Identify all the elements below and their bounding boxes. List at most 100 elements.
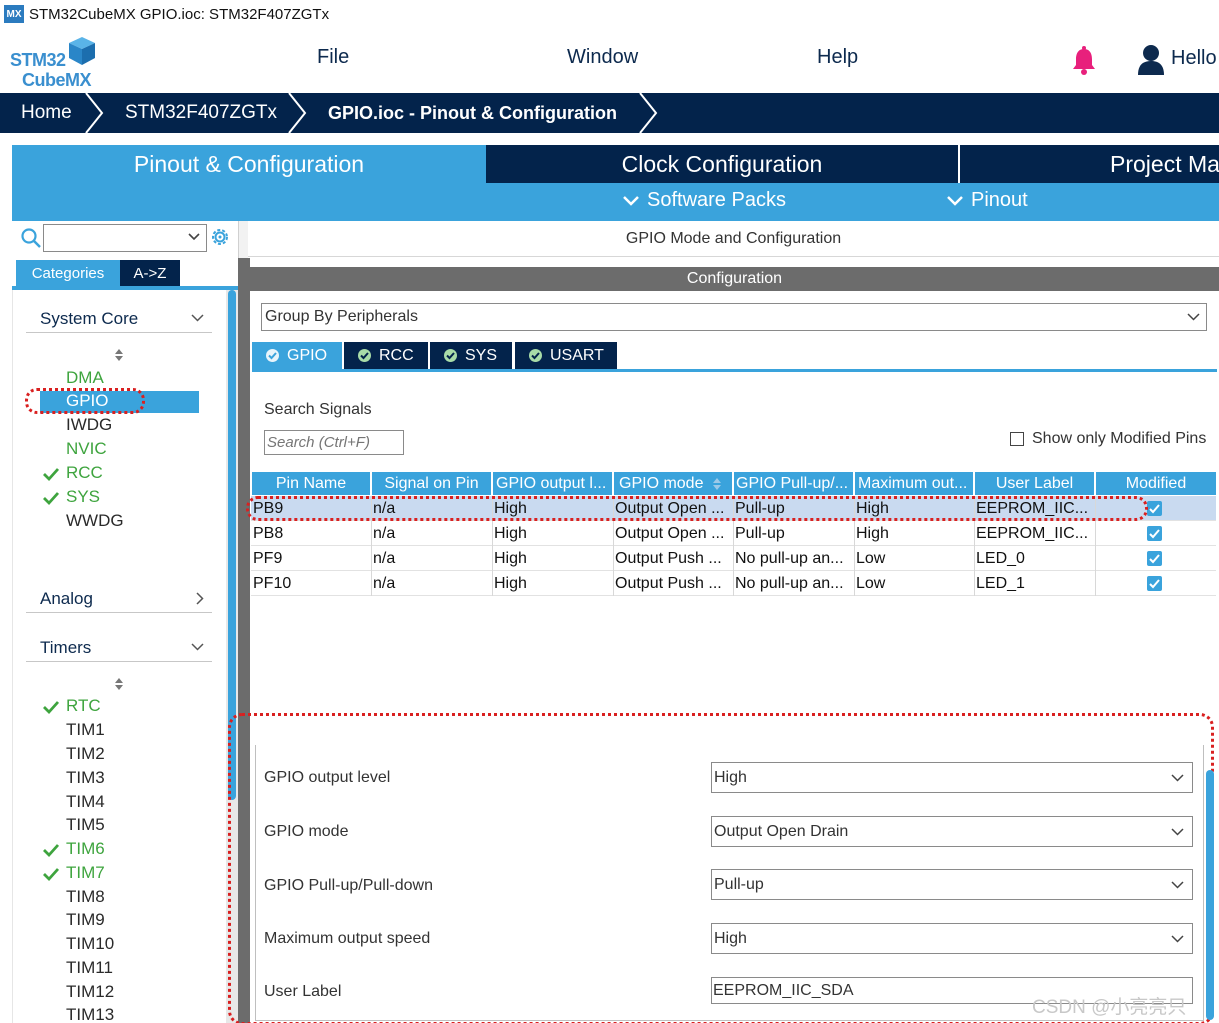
menu-help[interactable]: Help: [817, 46, 859, 68]
column-header-modified[interactable]: Modified: [1096, 472, 1216, 495]
column-header-signal[interactable]: Signal on Pin: [372, 472, 493, 495]
category-item-dma[interactable]: DMA: [66, 368, 104, 387]
output-level-cell[interactable]: High: [493, 496, 614, 521]
gpio-mode-cell[interactable]: Output Open ...: [614, 521, 734, 546]
column-header-pin-name[interactable]: Pin Name: [252, 472, 372, 495]
gear-icon[interactable]: [208, 225, 232, 249]
modified-checkbox[interactable]: [1147, 576, 1162, 591]
gpio-mode-cell[interactable]: Output Push ...: [614, 571, 734, 596]
category-item-tim7[interactable]: TIM7: [66, 863, 105, 882]
output-level-cell[interactable]: High: [493, 546, 614, 571]
category-item-wwdg[interactable]: WWDG: [66, 511, 124, 530]
column-header-pull[interactable]: GPIO Pull-up/...: [734, 472, 855, 495]
bell-icon[interactable]: [1070, 46, 1098, 76]
breadcrumb-home[interactable]: Home: [21, 102, 72, 123]
sort-icon[interactable]: [112, 677, 126, 691]
category-item-tim9[interactable]: TIM9: [66, 910, 105, 929]
pull-cell[interactable]: No pull-up an...: [734, 546, 855, 571]
category-item-sys[interactable]: SYS: [66, 487, 101, 506]
category-search-combobox[interactable]: [43, 224, 207, 252]
tab-project-manager[interactable]: Project Ma: [1110, 150, 1219, 177]
gpio-mode-cell[interactable]: Output Open ...: [614, 496, 734, 521]
show-modified-checkbox[interactable]: Show only Modified Pins: [1010, 430, 1206, 448]
category-item-rtc[interactable]: RTC: [66, 696, 101, 715]
column-header-user-label[interactable]: User Label: [975, 472, 1096, 495]
category-item-tim11[interactable]: TIM11: [66, 958, 113, 977]
signal-cell[interactable]: n/a: [372, 496, 493, 521]
sort-icon[interactable]: [112, 348, 126, 362]
pull-cell[interactable]: No pull-up an...: [734, 571, 855, 596]
output-level-cell[interactable]: High: [493, 571, 614, 596]
category-item-tim10[interactable]: TIM10: [66, 934, 115, 953]
category-item-tim5[interactable]: TIM5: [66, 815, 105, 834]
tab-gpio[interactable]: GPIO: [252, 342, 342, 369]
modified-checkbox[interactable]: [1147, 501, 1162, 516]
user-icon[interactable]: [1136, 44, 1166, 76]
user-label-input[interactable]: [711, 977, 1193, 1004]
pin-name-cell[interactable]: PB9: [252, 496, 372, 521]
search-icon[interactable]: [20, 227, 42, 249]
category-item-rcc[interactable]: RCC: [66, 463, 103, 482]
pin-name-cell[interactable]: PF9: [252, 546, 372, 571]
signal-cell[interactable]: n/a: [372, 521, 493, 546]
gpio-mode-cell[interactable]: Output Push ...: [614, 546, 734, 571]
signal-cell[interactable]: n/a: [372, 571, 493, 596]
scrollbar-thumb[interactable]: [228, 290, 236, 800]
modified-checkbox[interactable]: [1147, 526, 1162, 541]
group-by-select[interactable]: Group By Peripherals: [261, 303, 1207, 331]
menu-window[interactable]: Window: [567, 46, 639, 68]
gpio-mode-select[interactable]: Output Open Drain: [711, 816, 1193, 847]
user-greeting[interactable]: Hello: [1171, 47, 1217, 69]
signal-cell[interactable]: n/a: [372, 546, 493, 571]
tab-rcc[interactable]: RCC: [344, 342, 428, 369]
max-speed-cell[interactable]: High: [855, 521, 975, 546]
speed-select[interactable]: High: [711, 923, 1193, 954]
breadcrumb-device[interactable]: STM32F407ZGTx: [125, 102, 278, 123]
category-item-tim4[interactable]: TIM4: [66, 792, 105, 811]
output-level-select[interactable]: High: [711, 762, 1193, 793]
category-item-tim3[interactable]: TIM3: [66, 768, 105, 787]
section-system-core[interactable]: System Core: [26, 305, 212, 333]
pull-cell[interactable]: Pull-up: [734, 521, 855, 546]
column-header-max-speed[interactable]: Maximum out...: [855, 472, 975, 495]
tab-pinout-configuration[interactable]: Pinout & Configuration: [12, 145, 486, 183]
category-item-nvic[interactable]: NVIC: [66, 439, 107, 458]
breadcrumb-current[interactable]: GPIO.ioc - Pinout & Configuration: [328, 103, 617, 123]
tab-categories[interactable]: Categories: [16, 260, 120, 286]
column-header-gpio-mode[interactable]: GPIO mode: [614, 472, 734, 495]
max-speed-cell[interactable]: High: [855, 496, 975, 521]
detail-scrollbar[interactable]: [1206, 770, 1214, 1020]
tab-clock-configuration[interactable]: Clock Configuration: [486, 145, 960, 183]
category-item-gpio[interactable]: GPIO: [66, 391, 109, 410]
category-item-tim1[interactable]: TIM1: [66, 720, 105, 739]
tab-a-z[interactable]: A->Z: [120, 260, 180, 286]
output-level-cell[interactable]: High: [493, 521, 614, 546]
user-label-cell[interactable]: LED_1: [975, 571, 1096, 596]
pinout-menu[interactable]: Pinout: [947, 189, 1028, 212]
max-speed-cell[interactable]: Low: [855, 546, 975, 571]
software-packs-menu[interactable]: Software Packs: [623, 189, 786, 212]
category-item-tim8[interactable]: TIM8: [66, 887, 105, 906]
tab-usart[interactable]: USART: [515, 342, 617, 369]
modified-checkbox[interactable]: [1147, 551, 1162, 566]
pin-name-cell[interactable]: PF10: [252, 571, 372, 596]
pull-select[interactable]: Pull-up: [711, 869, 1193, 900]
category-item-tim6[interactable]: TIM6: [66, 839, 105, 858]
menu-file[interactable]: File: [317, 46, 350, 68]
category-item-iwdg[interactable]: IWDG: [66, 415, 113, 434]
category-item-tim13[interactable]: TIM13: [66, 1005, 115, 1023]
section-timers[interactable]: Timers: [26, 634, 212, 662]
category-item-tim12[interactable]: TIM12: [66, 982, 115, 1001]
max-speed-cell[interactable]: Low: [855, 571, 975, 596]
checkbox-box[interactable]: [1010, 432, 1024, 446]
pin-name-cell[interactable]: PB8: [252, 521, 372, 546]
user-label-cell[interactable]: LED_0: [975, 546, 1096, 571]
tab-sys[interactable]: SYS: [430, 342, 512, 369]
user-label-cell[interactable]: EEPROM_IIC...: [975, 521, 1096, 546]
user-label-cell[interactable]: EEPROM_IIC...: [975, 496, 1096, 521]
category-item-tim2[interactable]: TIM2: [66, 744, 105, 763]
section-analog[interactable]: Analog: [26, 585, 212, 613]
column-header-output-level[interactable]: GPIO output l...: [493, 472, 614, 495]
search-signals-input[interactable]: [264, 430, 404, 455]
pull-cell[interactable]: Pull-up: [734, 496, 855, 521]
